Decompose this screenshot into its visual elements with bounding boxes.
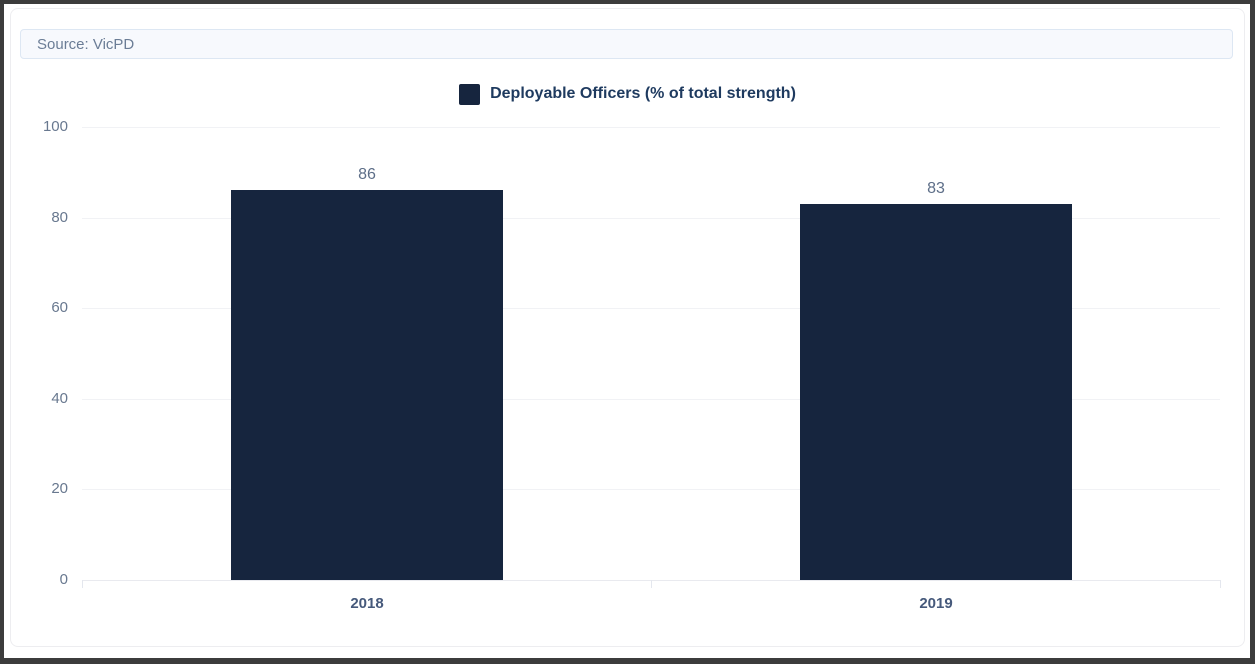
y-axis-tick-label: 40 xyxy=(51,390,68,407)
y-axis-tick-label: 80 xyxy=(51,209,68,226)
x-axis-category-label: 2018 xyxy=(350,595,384,612)
gridline xyxy=(82,489,1220,490)
y-axis-tick-label: 60 xyxy=(51,299,68,316)
bar-2019[interactable] xyxy=(800,204,1072,580)
gridline xyxy=(82,399,1220,400)
gridline xyxy=(82,127,1220,128)
legend-item[interactable]: Deployable Officers (% of total strength… xyxy=(0,82,1255,106)
x-axis-category-label: 2019 xyxy=(919,595,953,612)
gridline xyxy=(82,308,1220,309)
bar-value-label: 83 xyxy=(927,180,945,197)
source-label-bar: Source: VicPD xyxy=(20,29,1233,59)
y-axis-tick-label: 20 xyxy=(51,480,68,497)
x-axis-tick-mark xyxy=(1220,580,1221,588)
source-label: Source: VicPD xyxy=(37,35,135,53)
legend-swatch-icon xyxy=(459,83,481,105)
gridline xyxy=(82,218,1220,219)
bar-value-label: 86 xyxy=(358,166,376,183)
y-axis-tick-label: 0 xyxy=(59,571,68,588)
y-axis-tick-label: 100 xyxy=(42,118,68,135)
x-axis-tick-mark xyxy=(651,580,652,588)
x-axis-tick-mark xyxy=(82,580,83,588)
legend-label: Deployable Officers (% of total strength… xyxy=(490,85,796,102)
bar-2018[interactable] xyxy=(231,190,503,580)
